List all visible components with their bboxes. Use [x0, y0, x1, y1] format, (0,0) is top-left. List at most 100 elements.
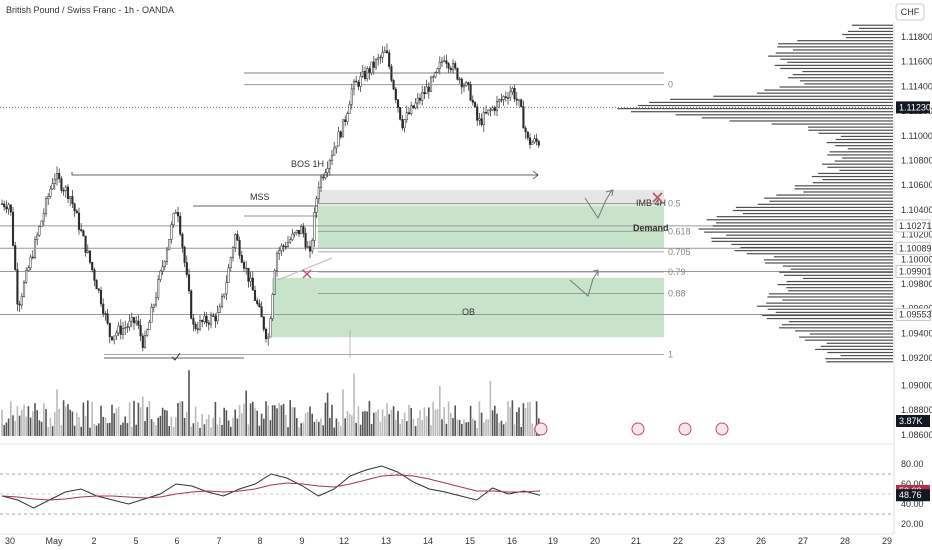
candle-body [504, 96, 507, 98]
volume-bar [135, 424, 137, 436]
candle-body [93, 269, 96, 281]
volume-bar [280, 405, 283, 436]
candle-body [366, 68, 369, 79]
candle-body [203, 315, 206, 323]
volume-profile [617, 24, 893, 363]
candle-body [11, 211, 15, 246]
profile-row [726, 234, 893, 236]
volume-bar [311, 413, 313, 436]
candle-body [183, 247, 186, 263]
time-tick-label: 5 [133, 536, 138, 546]
price-tick-label: 1.08600 [901, 430, 932, 440]
candle-body [509, 91, 512, 99]
profile-row [808, 126, 893, 128]
candle-body [168, 239, 171, 251]
currency-button-bg[interactable] [895, 3, 925, 21]
price-axis[interactable]: 1.118001.116001.114001.112001.110001.108… [893, 22, 932, 534]
candle-body [9, 204, 12, 213]
volume-bar [43, 403, 45, 436]
bos-arrow [532, 170, 539, 180]
volume-bar [430, 425, 432, 436]
profile-row [835, 145, 893, 147]
candle-body [524, 127, 527, 133]
profile-row [804, 83, 893, 85]
volume-bar [505, 421, 507, 436]
candle-body [410, 105, 413, 115]
profile-row [757, 203, 893, 205]
candle-body [253, 290, 257, 301]
candle-body [267, 336, 270, 339]
candle-body [91, 262, 94, 271]
candle-body [377, 57, 380, 60]
candle-body [286, 241, 290, 248]
volume-bar [456, 419, 459, 436]
candle-body [196, 328, 199, 330]
volume-bar [348, 413, 351, 436]
volume-bar [342, 389, 344, 436]
volume-bar [252, 401, 254, 436]
volume-bar [122, 422, 124, 436]
volume-bar [384, 416, 386, 436]
volume-bar [263, 418, 265, 436]
price-badge-bg [895, 219, 931, 233]
profile-row [706, 219, 893, 221]
candle-body [7, 204, 10, 210]
profile-row [771, 123, 893, 125]
time-tick-label: 23 [715, 536, 725, 546]
volume-bar [450, 412, 452, 436]
volume-bar [285, 415, 287, 436]
profile-row [822, 163, 893, 165]
profile-row [779, 86, 893, 88]
candle-body [172, 213, 175, 226]
price-badge-bg [895, 241, 931, 255]
candle-body [69, 196, 72, 199]
time-tick-label: 15 [465, 536, 475, 546]
price-tick-label: 1.10000 [901, 254, 932, 264]
candle-body [388, 52, 391, 67]
volume-bar [102, 416, 104, 436]
profile-row [818, 132, 893, 134]
profile-row [804, 339, 893, 341]
candle-body [179, 215, 182, 235]
profile-row [829, 151, 893, 153]
candle-body [394, 88, 397, 101]
candle-body [284, 246, 287, 248]
candle-body [135, 320, 138, 324]
candle-body [278, 250, 281, 254]
volume-bar [320, 418, 322, 436]
candle-body [440, 60, 444, 63]
candle-body [130, 317, 133, 322]
volume-bar [172, 426, 175, 436]
profile-row [786, 287, 893, 289]
price-badge: 1.11230 [899, 102, 931, 112]
volume-bar [219, 417, 221, 436]
profile-row [630, 111, 893, 113]
candle-body [154, 297, 158, 306]
candle-body [38, 226, 41, 236]
volume-bar [419, 410, 421, 436]
time-axis[interactable]: 30 May 2 5 6 7 8 9 12 13 14 15 16 19 20 21 22 23 26 27 28 29 [0, 533, 894, 546]
price-badge-bg [896, 101, 930, 114]
candle-body [82, 230, 85, 237]
volume-bar [291, 406, 294, 436]
volume-bar [150, 419, 153, 436]
profile-row [799, 336, 893, 338]
candle-body [159, 270, 162, 280]
volume-bar [282, 403, 285, 436]
time-tick-label: 20 [590, 536, 600, 546]
candle-body [256, 300, 259, 304]
candle-body [531, 141, 534, 145]
candle-body [451, 63, 455, 71]
volume-bar [71, 411, 74, 436]
volume-bar [353, 373, 355, 436]
candle-body [60, 178, 63, 191]
volume-bar [115, 408, 118, 436]
candle-body [326, 168, 329, 173]
candle-body [117, 325, 120, 334]
volume-bar [256, 410, 258, 436]
volume-bar [296, 418, 298, 436]
annotations-layer: BOS 1H MSS IMB 4H Demand OB [71, 72, 669, 361]
volume-bar [38, 420, 41, 436]
candle-body [212, 315, 215, 317]
currency-button[interactable]: CHF [901, 7, 920, 17]
